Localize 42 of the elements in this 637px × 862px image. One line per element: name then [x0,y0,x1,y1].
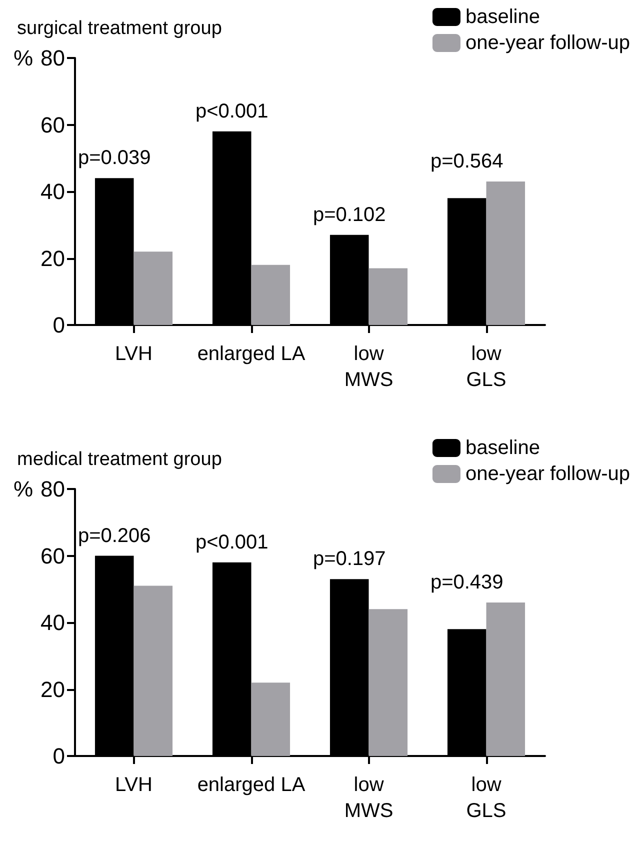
x-tick-label: enlarged LA [197,774,306,796]
legend-label: one-year follow-up [465,463,630,485]
y-tick-label: 40 [40,610,65,635]
legend-label: one-year follow-up [465,32,630,54]
y-tick-label: 80 [40,46,65,70]
y-tick-label: 0 [52,312,65,338]
annotation: p=0.039 [78,147,151,170]
bar [368,268,408,325]
y-tick-label: 20 [40,246,65,271]
y-tick-label: 20 [40,676,65,702]
x-tick-label: enlarged LA [197,343,306,365]
y-tick-label: 40 [40,179,65,204]
x-tick-label: low GLS [466,774,506,822]
x-tick-label: low GLS [466,343,506,391]
bar [134,252,173,325]
x-tick-label: LVH [115,774,152,796]
annotation: p=0.564 [430,150,504,172]
bar [368,609,408,756]
bar [134,586,173,756]
bar [251,682,290,756]
y-axis-title: % [13,476,33,502]
y-tick-label: 60 [40,112,65,138]
y-tick-label: 80 [40,476,65,502]
bar [251,264,290,325]
annotation: p<0.001 [195,531,268,554]
chart-title: medical treatment group [17,449,222,470]
annotation: p<0.001 [195,100,268,122]
legend-label: baseline [465,437,540,459]
annotation: p=0.206 [78,524,151,547]
chart-title: surgical treatment group [17,18,222,39]
y-tick-label: 0 [52,744,65,768]
x-tick-label: low MWS [344,343,394,391]
y-axis-title: % [13,46,33,70]
annotation: p=0.197 [312,548,386,570]
bar [486,602,526,756]
annotation: p=0.439 [430,571,504,594]
x-tick-label: low MWS [344,774,394,822]
x-tick-label: LVH [115,343,152,365]
bar [486,181,526,325]
annotation: p=0.102 [312,204,386,226]
y-tick-label: 60 [40,543,65,568]
legend-label: baseline [465,6,540,28]
